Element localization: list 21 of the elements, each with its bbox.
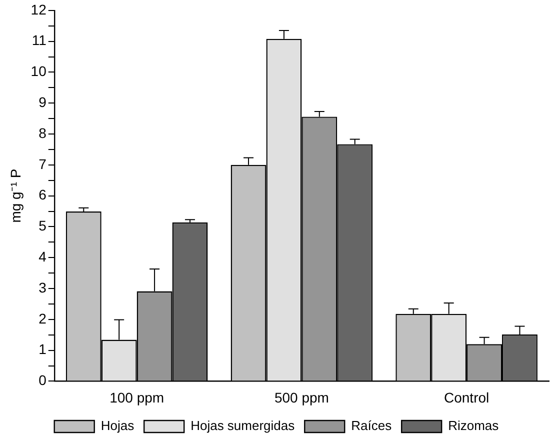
y-tick-label: 10 [30, 63, 47, 80]
y-tick-label: 12 [30, 1, 47, 18]
y-tick-label: 9 [38, 94, 47, 110]
y-tick-label: 0 [38, 372, 47, 388]
legend-label: Hojas [100, 418, 135, 434]
y-tick-label: 2 [38, 310, 47, 326]
y-tick-label: 8 [38, 124, 47, 141]
y-tick-label: 5 [38, 218, 47, 234]
y-axis-title: mg g⁻¹ P [7, 168, 24, 223]
legend-label: Hojas sumergidas [190, 418, 296, 434]
y-tick-label: 4 [38, 248, 47, 264]
y-tick-label: 7 [38, 156, 47, 172]
y-tick-label: 6 [38, 186, 47, 203]
x-tick-label: 100 ppm [110, 389, 164, 406]
legend-label: Raíces [351, 418, 392, 434]
x-tick-label: 500 ppm [274, 389, 329, 406]
legend-label: Rizomas [448, 418, 500, 434]
y-tick-label: 11 [32, 32, 47, 48]
y-tick-label: 3 [38, 279, 47, 296]
x-tick-label: Control [444, 389, 490, 406]
y-tick-label: 1 [38, 341, 47, 358]
